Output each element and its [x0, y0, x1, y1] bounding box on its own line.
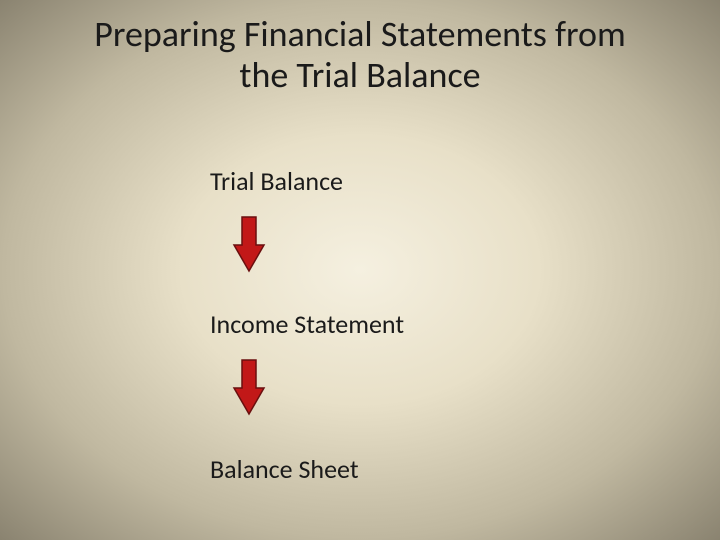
- arrow-shape: [234, 360, 264, 414]
- slide-title: Preparing Financial Statements from the …: [0, 14, 720, 97]
- flow-step-1: Trial Balance: [210, 165, 343, 197]
- flow-step-3: Balance Sheet: [210, 453, 359, 485]
- down-arrow-icon: [232, 358, 266, 416]
- title-line-1: Preparing Financial Statements from: [94, 12, 625, 56]
- slide: Preparing Financial Statements from the …: [0, 0, 720, 540]
- down-arrow-icon: [232, 215, 266, 273]
- arrow-shape: [234, 217, 264, 271]
- flow-step-2: Income Statement: [210, 308, 404, 340]
- title-line-2: the Trial Balance: [239, 53, 480, 97]
